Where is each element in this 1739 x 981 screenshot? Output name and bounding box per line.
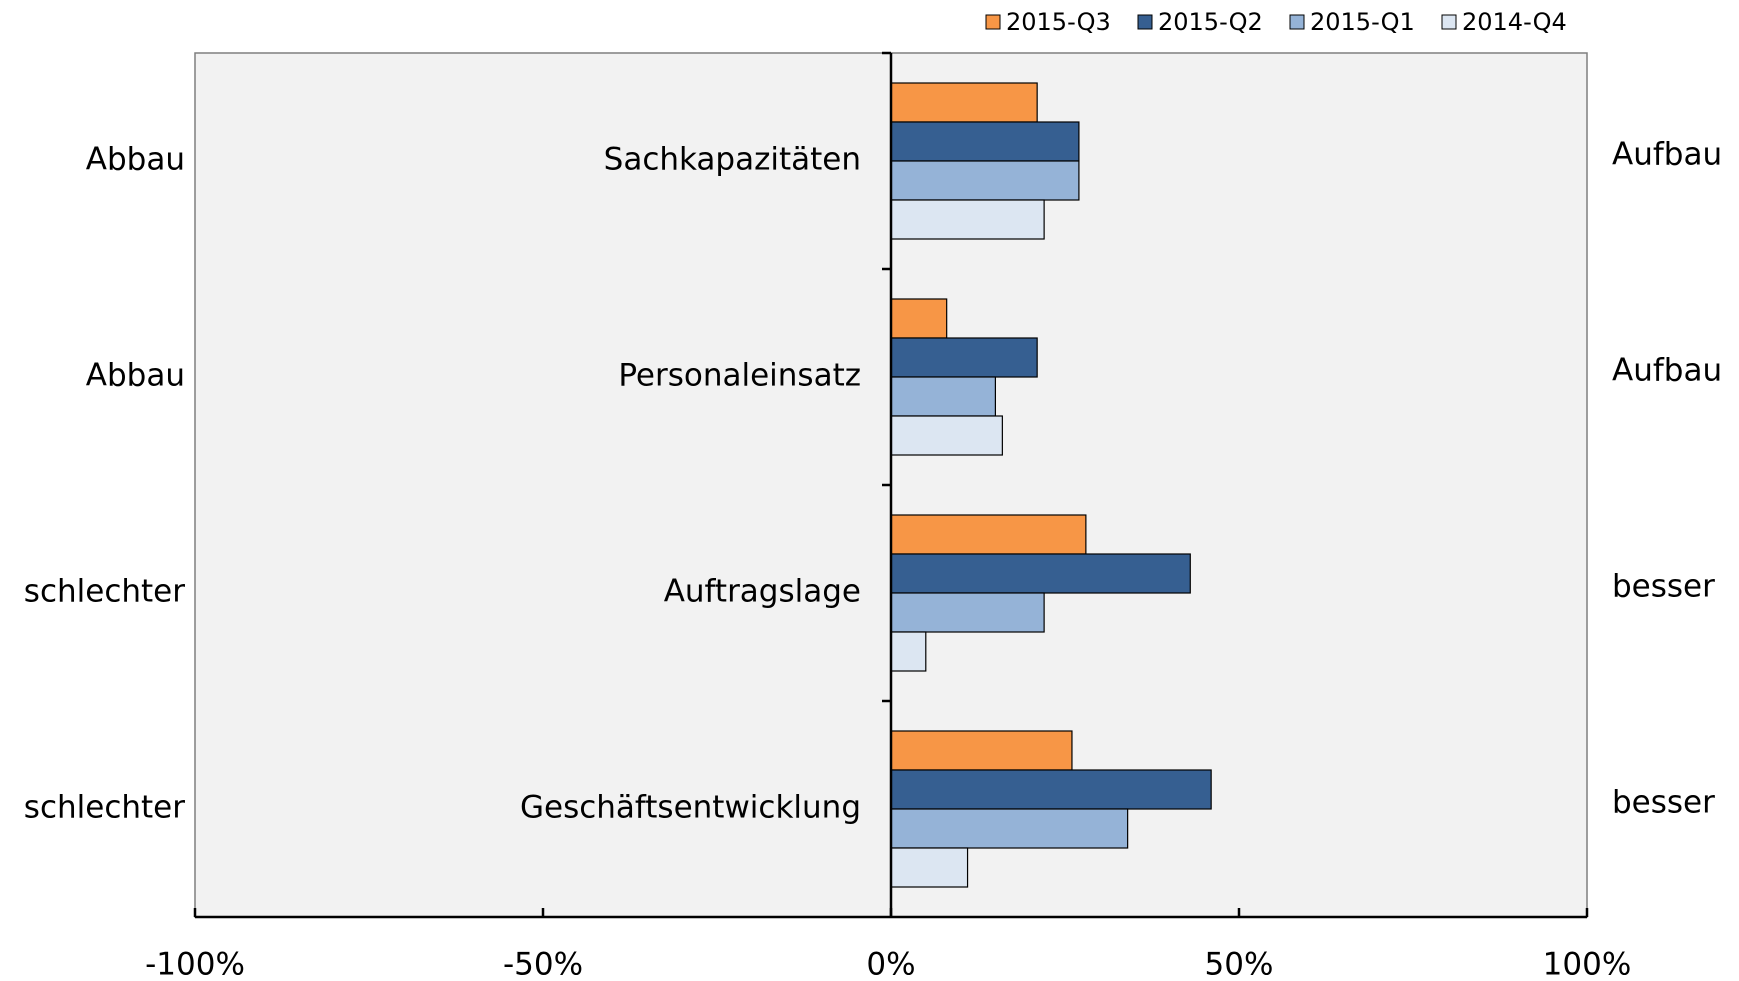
bar: [890, 847, 969, 888]
legend-label: 2014-Q4: [1462, 8, 1567, 36]
right-label: Aufbau: [1612, 137, 1722, 173]
category-label: Sachkapazitäten: [604, 142, 861, 178]
left-label: schlechter: [24, 790, 185, 826]
bar: [890, 121, 1080, 162]
legend-swatch: [1441, 14, 1457, 30]
bar: [890, 769, 1212, 810]
category-label: Auftragslage: [664, 574, 861, 610]
bar: [890, 415, 1003, 456]
legend-label: 2015-Q2: [1158, 8, 1263, 36]
legend-swatch: [985, 14, 1001, 30]
left-label: Abbau: [86, 358, 185, 394]
bar: [890, 631, 927, 672]
bar: [890, 160, 1080, 201]
bar: [890, 730, 1073, 771]
bar: [890, 553, 1191, 594]
x-tick-label: 0%: [866, 947, 915, 981]
bar: [890, 808, 1129, 849]
bar: [890, 514, 1087, 555]
x-tick-label: 50%: [1205, 947, 1274, 981]
bar: [890, 82, 1038, 123]
x-tick-label: -100%: [145, 947, 245, 981]
category-label: Personaleinsatz: [618, 358, 861, 394]
bar: [890, 337, 1038, 378]
x-tick-label: 100%: [1543, 947, 1632, 981]
x-tick-label: -50%: [503, 947, 583, 981]
right-label: besser: [1612, 785, 1715, 821]
left-label: schlechter: [24, 574, 185, 610]
legend-swatch: [1289, 14, 1305, 30]
legend-swatch: [1137, 14, 1153, 30]
bar: [890, 592, 1045, 633]
category-label: Geschäftsentwicklung: [520, 790, 861, 826]
legend-label: 2015-Q1: [1310, 8, 1415, 36]
left-label: Abbau: [86, 142, 185, 178]
legend-label: 2015-Q3: [1006, 8, 1111, 36]
bar: [890, 298, 948, 339]
right-label: besser: [1612, 569, 1715, 605]
bar: [890, 376, 997, 417]
right-label: Aufbau: [1612, 353, 1722, 389]
bar: [890, 199, 1045, 240]
